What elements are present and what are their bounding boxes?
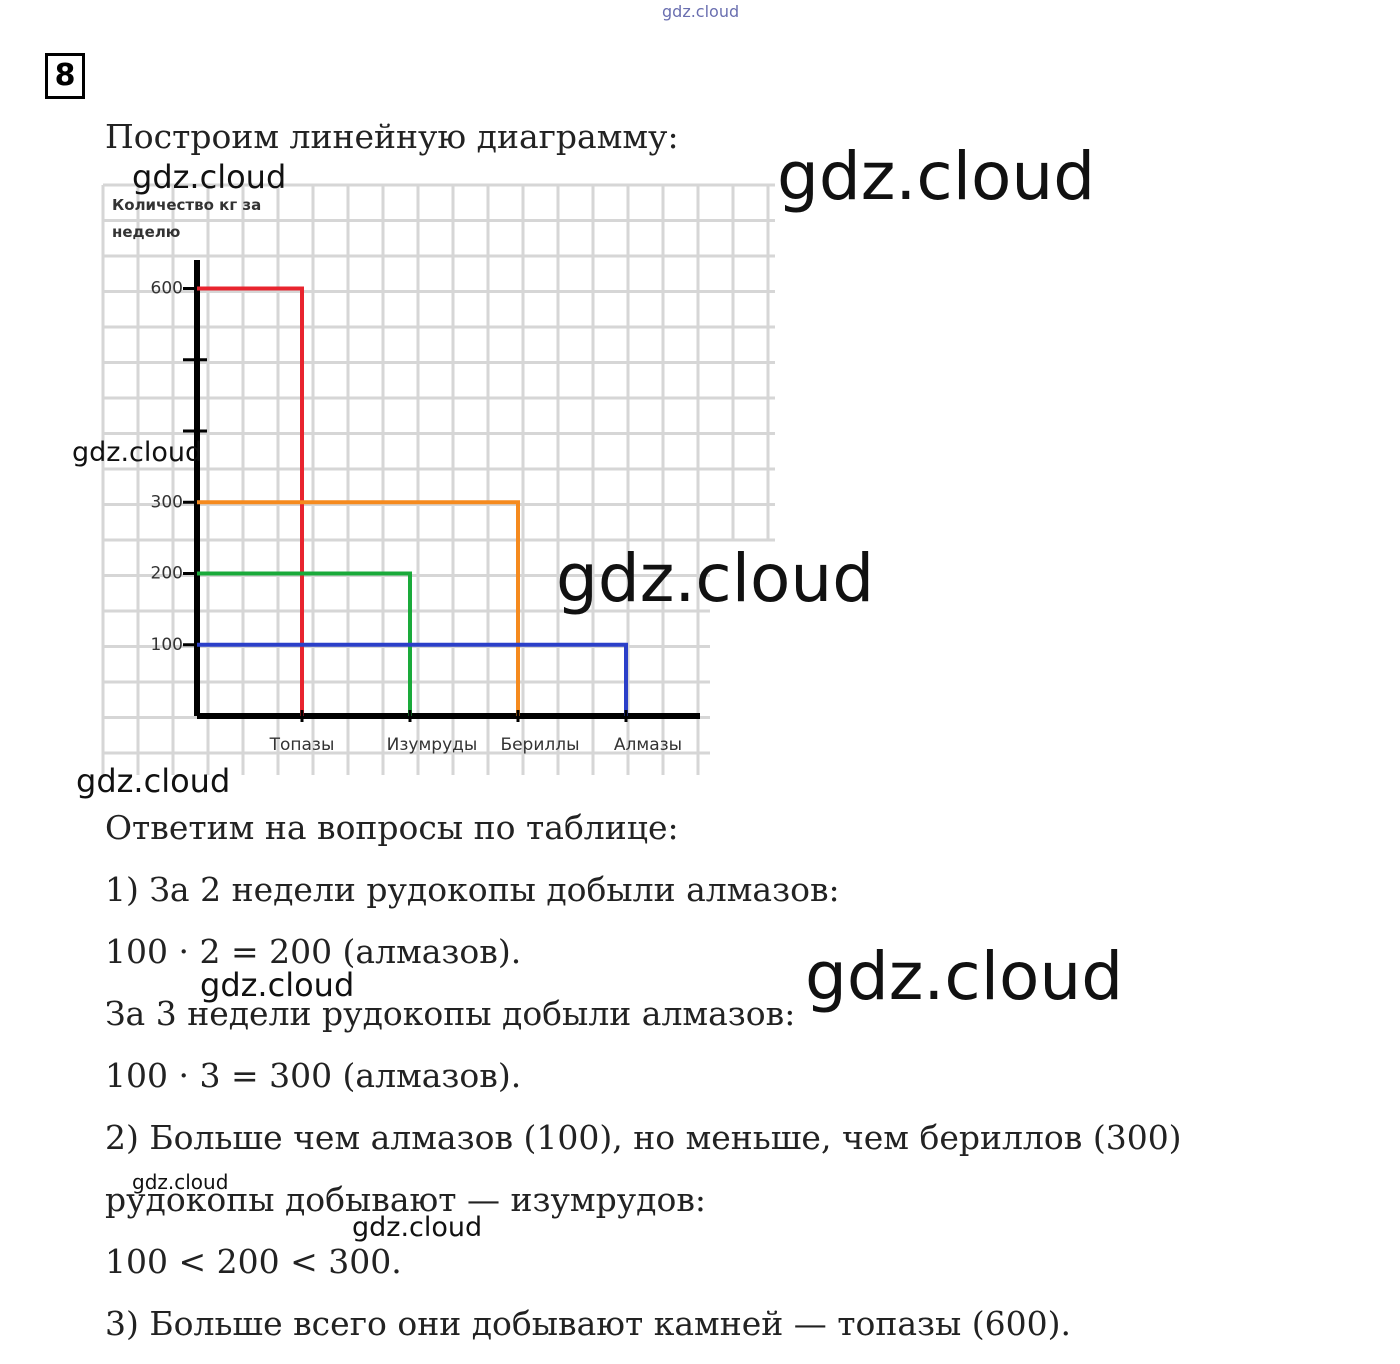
x-tick-label: Бериллы xyxy=(500,735,579,755)
y-tick-label: 100 xyxy=(151,635,183,655)
watermark: gdz.cloud xyxy=(200,966,355,1004)
watermark: gdz.cloud xyxy=(72,437,203,468)
watermark: gdz.cloud xyxy=(556,540,875,617)
answer-line: 1) За 2 недели рудокопы добыли алмазов: xyxy=(105,870,840,909)
answer-line: Ответим на вопросы по таблице: xyxy=(105,808,679,847)
intro: Построим линейную диаграмму: xyxy=(105,117,679,156)
answer-line: 100 · 3 = 300 (алмазов). xyxy=(105,1056,522,1095)
x-tick-label: Алмазы xyxy=(614,735,682,755)
value-line xyxy=(197,500,520,716)
answer-line: 3) Больше всего они добывают камней — то… xyxy=(105,1304,1071,1343)
problem-number: 8 xyxy=(45,53,85,99)
y-tick-label: 600 xyxy=(151,279,183,299)
x-tick-label: Изумруды xyxy=(387,735,478,755)
watermark: gdz.cloud xyxy=(805,938,1124,1015)
watermark: gdz.cloud xyxy=(132,1170,229,1194)
answer-line: 100 < 200 < 300. xyxy=(105,1242,402,1281)
watermark: gdz.cloud xyxy=(352,1212,483,1243)
value-line xyxy=(197,571,412,716)
watermark: gdz.cloud xyxy=(777,138,1096,215)
x-tick-label: Топазы xyxy=(269,735,335,755)
answer-line: рудокопы добывают — изумрудов: xyxy=(105,1180,707,1219)
y-axis-label: Количество кг за неделю xyxy=(112,196,262,241)
answer-line: За 3 недели рудокопы добыли алмазов: xyxy=(105,994,796,1033)
y-tick-label: 300 xyxy=(151,492,183,512)
answer-line: 100 · 2 = 200 (алмазов). xyxy=(105,932,522,971)
answer-line: 2) Больше чем алмазов (100), но меньше, … xyxy=(105,1118,1182,1157)
watermark: gdz.cloud xyxy=(662,2,740,21)
watermark: gdz.cloud xyxy=(132,158,287,196)
y-tick-label: 200 xyxy=(151,564,183,584)
watermark: gdz.cloud xyxy=(76,762,231,800)
value-line xyxy=(197,642,628,716)
